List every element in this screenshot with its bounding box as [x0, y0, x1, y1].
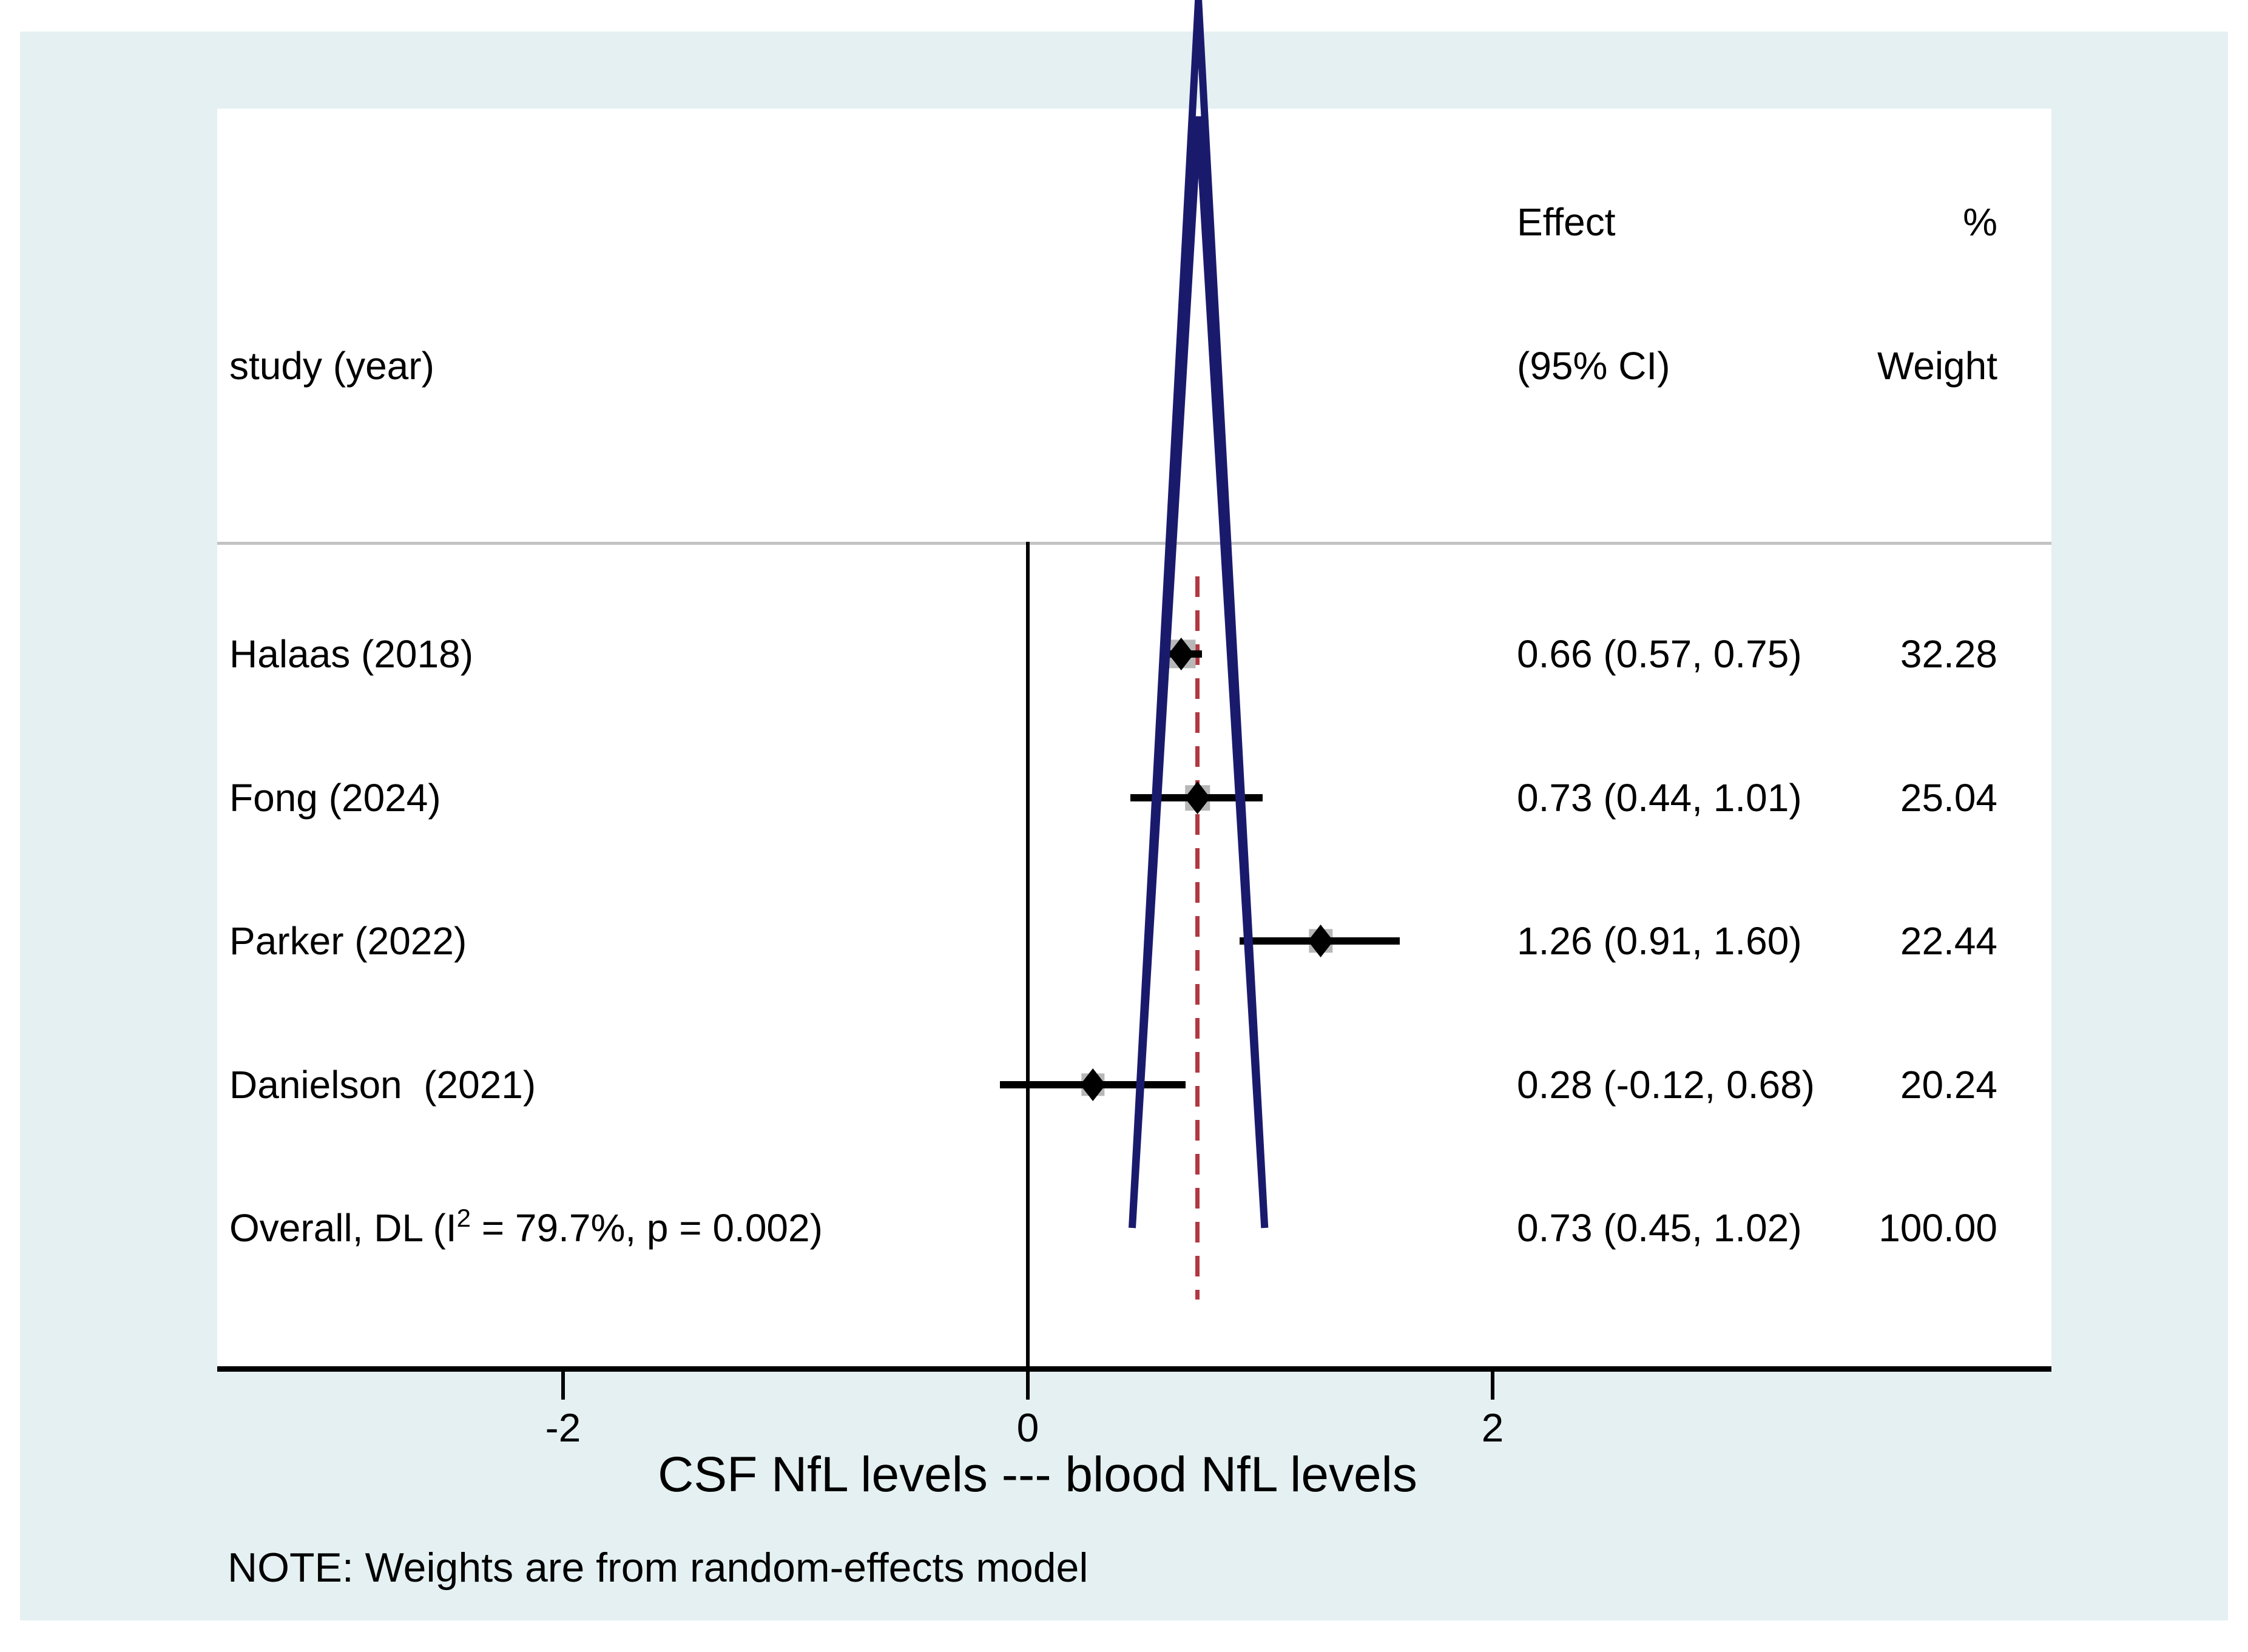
x-axis-tick: [561, 1372, 565, 1400]
x-axis-title: CSF NfL levels --- blood NfL levels: [658, 1447, 1417, 1502]
footnote: NOTE: Weights are from random-effects mo…: [228, 1545, 1089, 1591]
study-row-label: Fong (2024): [229, 776, 441, 820]
x-axis-tick-label: 0: [1016, 1405, 1039, 1450]
header-separator-line: [217, 542, 2051, 545]
column-header-95ci: (95% CI): [1517, 344, 1670, 388]
weight-value: 25.04: [1900, 776, 1997, 820]
effect-ci-value: 0.28 (-0.12, 0.68): [1517, 1063, 1815, 1107]
overall-label-prefix: Overall, DL (I: [229, 1206, 457, 1250]
overall-weight-value: 100.00: [1878, 1206, 1997, 1250]
x-axis-tick-label: -2: [545, 1405, 581, 1450]
column-header-study-year: study (year): [229, 344, 434, 388]
x-axis-tick-label: 2: [1481, 1405, 1504, 1450]
overall-pooled-diamond-shape: [1129, 0, 1269, 1229]
column-header-weight: Weight: [1877, 344, 1997, 388]
overall-effect-value: 0.73 (0.45, 1.02): [1517, 1206, 1802, 1250]
overall-label-suffix: = 79.7%, p = 0.002): [470, 1206, 823, 1250]
weight-value: 32.28: [1900, 632, 1997, 676]
study-row-label: Halaas (2018): [229, 632, 473, 676]
x-axis-line: [217, 1366, 2051, 1372]
pooled-effect-dashed-line: [1195, 576, 1200, 1300]
column-header-percent: %: [1963, 200, 1997, 244]
study-row-label: Parker (2022): [229, 919, 467, 963]
x-axis-tick: [1026, 1372, 1030, 1400]
zero-reference-line: [1026, 542, 1030, 1372]
study-row-label: Danielson (2021): [229, 1063, 536, 1107]
weight-value: 20.24: [1900, 1063, 1997, 1107]
effect-ci-value: 0.73 (0.44, 1.01): [1517, 776, 1802, 820]
effect-ci-value: 0.66 (0.57, 0.75): [1517, 632, 1802, 676]
x-axis-tick: [1491, 1372, 1494, 1400]
weight-value: 22.44: [1900, 919, 1997, 963]
effect-ci-value: 1.26 (0.91, 1.60): [1517, 919, 1802, 963]
column-header-effect: Effect: [1517, 200, 1616, 244]
overall-label-superscript: 2: [456, 1204, 471, 1232]
overall-pooled-diamond: [1129, 0, 1269, 1229]
overall-row-label: Overall, DL (I2 = 79.7%, p = 0.002): [229, 1205, 823, 1250]
